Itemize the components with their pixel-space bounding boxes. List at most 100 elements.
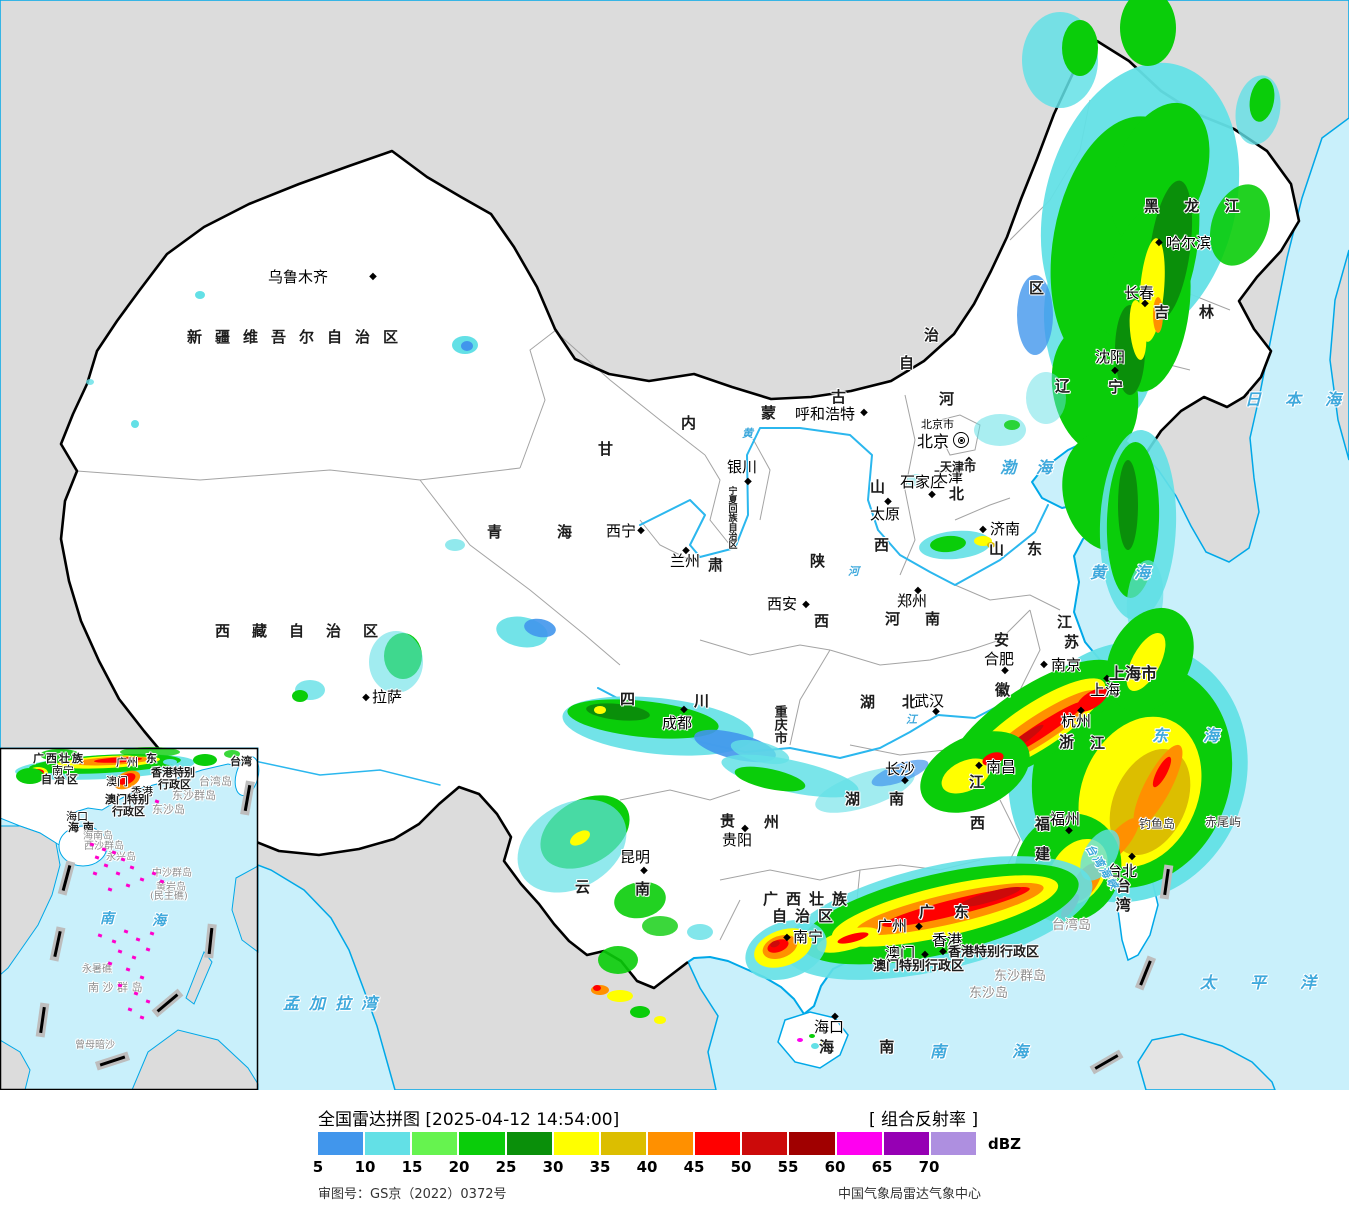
colorbar-tick: 5 (312, 1158, 324, 1176)
radar-echo (461, 341, 473, 351)
radar-echo (195, 291, 205, 299)
colorbar-tick: 35 (589, 1158, 611, 1176)
credit-label: 中国气象局雷达气象中心 (838, 1187, 982, 1202)
radar-echo (1062, 20, 1098, 76)
radar-echo (630, 1006, 650, 1018)
colorbar-tick: 65 (871, 1158, 893, 1176)
radar-echo (16, 768, 44, 784)
japan-coast-sliver (1329, 249, 1349, 461)
radar-echo (614, 881, 666, 919)
radar-echo (809, 1034, 815, 1038)
inset-malay (0, 1039, 31, 1090)
legend-color-segment (412, 1132, 458, 1155)
legend-panel: 全国雷达拼图 [2025-04-12 14:54:00] [ 组合反射率 ] 5… (0, 1090, 1349, 1208)
yarlung-river (249, 759, 441, 786)
radar-echo (821, 1040, 827, 1044)
colorbar-tick: 10 (354, 1158, 376, 1176)
radar-echo (607, 990, 633, 1002)
radar-echo (94, 757, 142, 763)
legend-color-segment (365, 1132, 411, 1155)
radar-echo (1133, 744, 1183, 828)
radar-echo (987, 542, 995, 548)
radar-echo (1076, 688, 1108, 712)
legend-color-segment (318, 1132, 364, 1155)
colorbar-tick: 50 (730, 1158, 752, 1176)
colorbar-tick-labels: 5 10 15 20 25 30 35 40 45 50 55 60 65 70 (0, 1158, 1349, 1176)
radar-echo (687, 924, 713, 940)
legend-color-segment (553, 1132, 599, 1155)
radar-echo (593, 985, 601, 991)
radar-echo (1249, 78, 1275, 122)
colorbar-tick: 20 (448, 1158, 470, 1176)
legend-color-segment (930, 1132, 976, 1155)
colorbar-tick: 30 (542, 1158, 564, 1176)
radar-echo (224, 750, 240, 758)
colorbar-tick: 55 (777, 1158, 799, 1176)
radar-echo (517, 799, 627, 893)
legend-color-segment (789, 1132, 835, 1155)
colorbar-tick: 70 (918, 1158, 940, 1176)
radar-echo (131, 420, 139, 428)
radar-echo (770, 940, 780, 948)
radar-echo (292, 690, 308, 702)
colorbar-tick: 45 (683, 1158, 705, 1176)
legend-color-segment (695, 1132, 741, 1155)
radar-echo (982, 752, 1004, 766)
radar-echo (445, 539, 465, 551)
radar-echo (1126, 632, 1166, 692)
radar-echo (163, 759, 177, 765)
unit-label: dBZ (988, 1135, 1022, 1153)
radar-echo (811, 1043, 819, 1049)
radar-echo (974, 536, 992, 546)
china-radar-map (0, 0, 1349, 1090)
colorbar-tick: 25 (495, 1158, 517, 1176)
legend-color-segment (883, 1132, 929, 1155)
radar-echo (40, 749, 80, 761)
yellow-river (639, 427, 1049, 586)
radar-echo (1129, 300, 1147, 360)
legend-color-segment (742, 1132, 788, 1155)
radar-echo (734, 766, 806, 792)
radar-echo (120, 747, 180, 757)
inset-border (0, 747, 259, 1090)
radar-echo (193, 754, 217, 766)
map-review-number: 审图号：GS京（2022）0372号 (318, 1187, 507, 1202)
radar-echo-layer (86, 0, 1281, 1049)
radar-echo (941, 758, 991, 794)
radar-echo (86, 379, 94, 385)
radar-echo (1118, 460, 1138, 550)
radar-echo (905, 474, 925, 486)
philippines-luzon (1137, 1033, 1276, 1090)
radar-echo (1152, 756, 1172, 788)
colorbar-tick: 15 (401, 1158, 423, 1176)
radar-echo (797, 1038, 803, 1042)
radar-echo (570, 830, 590, 846)
radar-echo (594, 706, 606, 714)
colorbar-tick: 40 (636, 1158, 658, 1176)
inset-vietnam (0, 825, 61, 976)
inset-palawan (185, 951, 213, 1005)
legend-color-segment (836, 1132, 882, 1155)
radar-echo (1017, 275, 1053, 355)
radar-echo (1026, 372, 1066, 424)
radar-echo (1120, 0, 1176, 66)
legend-color-segment (600, 1132, 646, 1155)
inset-south-china-sea-map (0, 747, 260, 1090)
radar-echo (642, 916, 678, 936)
colorbar-tick: 60 (824, 1158, 846, 1176)
radar-echo (118, 773, 136, 785)
inset-luzon (231, 865, 259, 953)
radar-echo (1153, 297, 1163, 333)
radar-echo (524, 618, 556, 638)
radar-echo (1004, 420, 1020, 430)
radar-echo (930, 535, 966, 553)
radar-echo (871, 759, 929, 787)
map-title-datetime: 全国雷达拼图 [2025-04-12 14:54:00] (318, 1110, 620, 1130)
radar-echo (959, 886, 1021, 908)
legend-color-segment (647, 1132, 694, 1155)
inset-hainan (58, 825, 108, 867)
radar-echo (598, 946, 638, 974)
radar-echo (1210, 184, 1270, 266)
radar-echo (837, 932, 869, 944)
